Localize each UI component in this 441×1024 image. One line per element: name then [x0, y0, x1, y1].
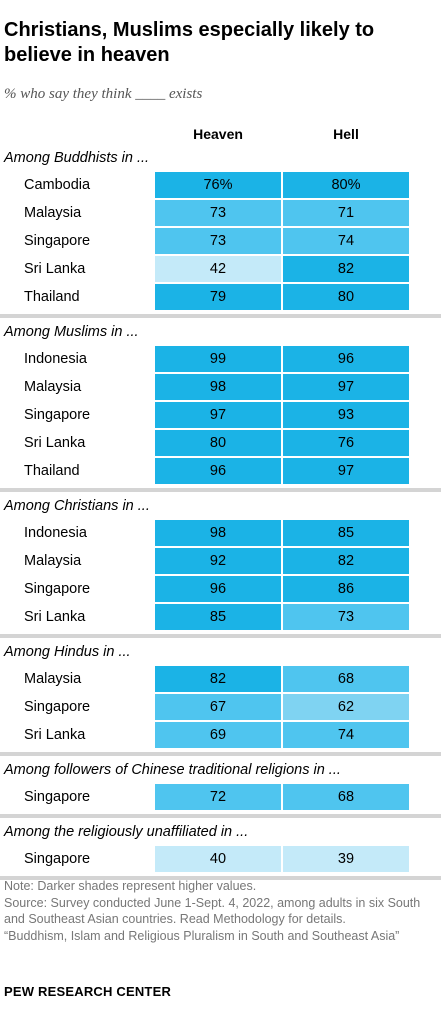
heaven-cell: 85	[155, 604, 281, 630]
group-separator	[0, 634, 441, 638]
column-header-heaven: Heaven	[193, 126, 243, 142]
row-label: Malaysia	[24, 379, 82, 395]
heaven-cell: 67	[155, 694, 281, 720]
hell-cell: 74	[283, 228, 409, 254]
hell-cell: 80%	[283, 172, 409, 198]
group-label: Among Christians in ...	[4, 498, 150, 514]
heaven-cell: 73	[155, 200, 281, 226]
row-label: Indonesia	[24, 351, 87, 367]
heaven-cell: 40	[155, 846, 281, 872]
heaven-cell: 80	[155, 430, 281, 456]
heaven-cell: 76%	[155, 172, 281, 198]
heaven-cell: 92	[155, 548, 281, 574]
heaven-cell: 42	[155, 256, 281, 282]
row-label: Malaysia	[24, 553, 82, 569]
row-label: Singapore	[24, 233, 91, 249]
row-label: Sri Lanka	[24, 727, 86, 743]
heaven-cell: 98	[155, 374, 281, 400]
group-label: Among the religiously unaffiliated in ..…	[4, 824, 249, 840]
heaven-cell: 97	[155, 402, 281, 428]
hell-cell: 76	[283, 430, 409, 456]
row-label: Malaysia	[24, 205, 82, 221]
row-label: Sri Lanka	[24, 609, 86, 625]
hell-cell: 86	[283, 576, 409, 602]
hell-cell: 93	[283, 402, 409, 428]
note-source: Source: Survey conducted June 1-Sept. 4,…	[4, 895, 421, 927]
heaven-cell: 82	[155, 666, 281, 692]
hell-cell: 71	[283, 200, 409, 226]
heaven-cell: 69	[155, 722, 281, 748]
row-label: Sri Lanka	[24, 435, 86, 451]
brand-logo-text: PEW RESEARCH CENTER	[4, 984, 172, 999]
hell-cell: 96	[283, 346, 409, 372]
row-label: Malaysia	[24, 671, 82, 687]
heaven-cell: 72	[155, 784, 281, 810]
hell-cell: 74	[283, 722, 409, 748]
hell-cell: 97	[283, 374, 409, 400]
heaven-cell: 79	[155, 284, 281, 310]
row-label: Singapore	[24, 851, 91, 867]
group-separator	[0, 752, 441, 756]
row-label: Sri Lanka	[24, 261, 86, 277]
heaven-cell: 96	[155, 458, 281, 484]
group-separator	[0, 314, 441, 318]
group-label: Among Hindus in ...	[4, 644, 131, 660]
heaven-cell: 73	[155, 228, 281, 254]
hell-cell: 80	[283, 284, 409, 310]
hell-cell: 82	[283, 256, 409, 282]
column-header-hell: Hell	[333, 126, 359, 142]
row-label: Thailand	[24, 463, 80, 479]
row-label: Singapore	[24, 699, 91, 715]
row-label: Cambodia	[24, 177, 91, 193]
data-table: Among Buddhists in ... Cambodia 76% 80% Mala…	[0, 150, 441, 880]
group-separator	[0, 488, 441, 492]
note-shading: Note: Darker shades represent higher val…	[4, 879, 257, 893]
hell-cell: 62	[283, 694, 409, 720]
heaven-cell: 98	[155, 520, 281, 546]
row-label: Thailand	[24, 289, 80, 305]
heaven-cell: 99	[155, 346, 281, 372]
hell-cell: 73	[283, 604, 409, 630]
group-label: Among Muslims in ...	[4, 324, 139, 340]
hell-cell: 97	[283, 458, 409, 484]
group-separator	[0, 876, 441, 880]
group-label: Among Buddhists in ...	[4, 150, 150, 166]
chart-subtitle: % who say they think ____ exists	[4, 86, 203, 102]
hell-cell: 68	[283, 666, 409, 692]
notes: Note: Darker shades represent higher val…	[4, 878, 438, 944]
row-label: Singapore	[24, 789, 91, 805]
group-label: Among followers of Chinese traditional r…	[4, 762, 341, 778]
row-label: Singapore	[24, 581, 91, 597]
hell-cell: 85	[283, 520, 409, 546]
note-report-title: “Buddhism, Islam and Religious Pluralism…	[4, 928, 400, 943]
group-separator	[0, 814, 441, 818]
chart-title: Christians, Muslims especially likely to…	[4, 19, 375, 66]
row-label: Indonesia	[24, 525, 87, 541]
hell-cell: 82	[283, 548, 409, 574]
hell-cell: 68	[283, 784, 409, 810]
hell-cell: 39	[283, 846, 409, 872]
heaven-cell: 96	[155, 576, 281, 602]
row-label: Singapore	[24, 407, 91, 423]
